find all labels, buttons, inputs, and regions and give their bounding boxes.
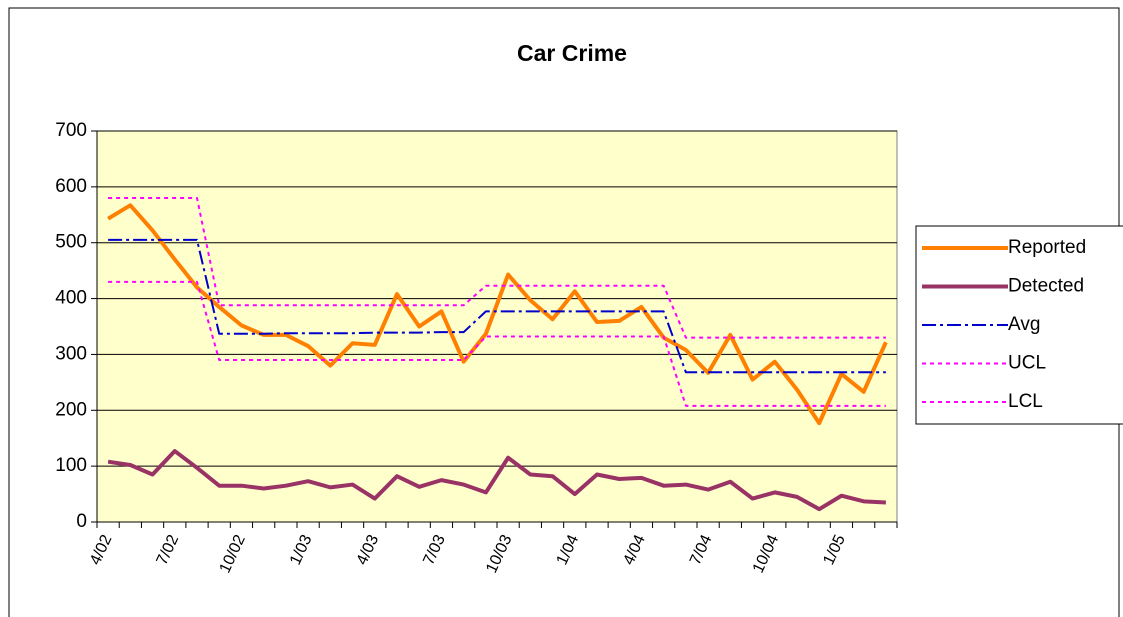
y-tick-label: 700 — [55, 120, 87, 141]
plot-area — [96, 130, 898, 523]
legend-label: UCL — [1008, 353, 1046, 374]
series-line — [108, 238, 886, 374]
y-tick-label: 400 — [55, 288, 87, 309]
y-tick-label: 0 — [76, 511, 87, 532]
legend-label: Avg — [1008, 314, 1040, 335]
series-line — [108, 280, 886, 407]
y-tick-label: 100 — [55, 455, 87, 476]
y-tick-label: 500 — [55, 232, 87, 253]
y-tick-label: 300 — [55, 343, 87, 364]
legend-label: Reported — [1008, 237, 1086, 258]
series-line — [107, 203, 888, 426]
legend-label: Detected — [1008, 276, 1084, 297]
chart-title: Car Crime — [517, 40, 627, 66]
series-line — [107, 449, 886, 512]
y-tick-label: 200 — [55, 399, 87, 420]
legend-label: LCL — [1008, 391, 1043, 412]
y-tick-label: 600 — [55, 176, 87, 197]
series-line — [108, 197, 886, 339]
